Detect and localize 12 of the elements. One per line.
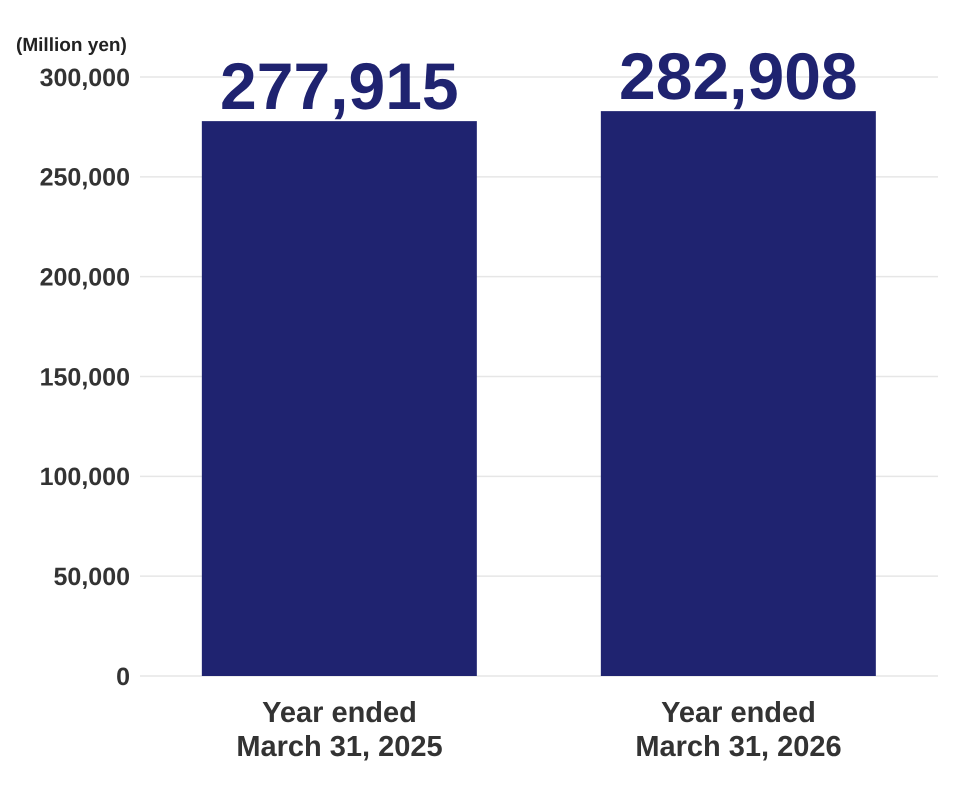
y-tick-label: 0 [116, 662, 130, 691]
x-tick-label: Year ended March 31, 2026 [635, 697, 842, 763]
y-tick-label: 300,000 [40, 64, 130, 92]
y-axis-title: (Million yen) [16, 35, 127, 56]
y-tick-label: 150,000 [40, 363, 130, 392]
y-tick-label: 200,000 [40, 264, 130, 292]
x-tick-label: Year ended March 31, 2025 [236, 697, 443, 763]
y-tick-label: 50,000 [54, 563, 130, 592]
y-tick-label: 250,000 [40, 164, 130, 192]
y-tick-label: 100,000 [40, 463, 130, 492]
data-label: 277,915 [220, 49, 459, 124]
data-label: 282,908 [619, 39, 858, 114]
